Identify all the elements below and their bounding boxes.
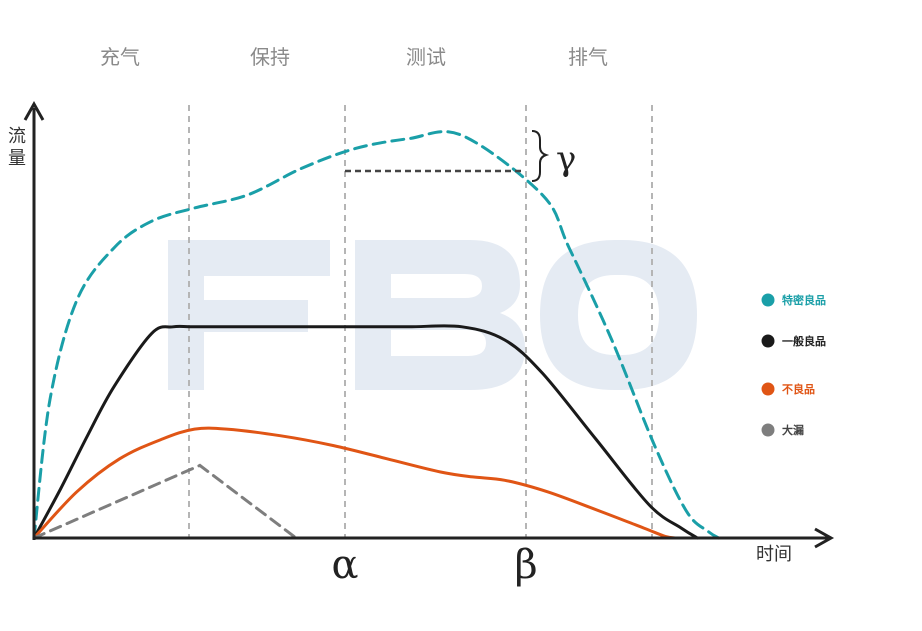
fbo-watermark — [168, 240, 697, 390]
gamma-indicator: γ — [345, 130, 576, 182]
legend-marker-normal-good — [761, 334, 775, 348]
series-line-large-leak — [32, 463, 298, 540]
legend-marker-defective — [761, 382, 775, 396]
legend-label-normal-good: 一般良品 — [782, 334, 826, 348]
phase-label-inflate: 充气 — [100, 45, 140, 69]
beta-marker: β — [514, 542, 537, 588]
legend-label-large-leak: 大漏 — [782, 423, 804, 437]
y-axis-label-char-2: 量 — [8, 148, 26, 169]
series-layer — [32, 130, 721, 540]
series-line-tight-good — [32, 130, 721, 540]
axes — [23, 100, 835, 549]
x-axis-arrow — [814, 527, 835, 549]
y-axis-label: 流 量 — [8, 126, 32, 169]
gamma-label: γ — [556, 139, 576, 179]
series-line-defective — [32, 426, 678, 540]
phase-labels: 充气 保持 测试 排气 — [100, 45, 608, 69]
alpha-marker: α — [331, 542, 358, 588]
phase-label-test: 测试 — [406, 45, 446, 69]
y-axis-label-char-1: 流 — [8, 126, 26, 147]
series-line-normal-good — [32, 324, 699, 540]
legend-label-defective: 不良品 — [782, 382, 815, 396]
phase-label-hold: 保持 — [250, 45, 290, 69]
gamma-brace — [531, 130, 550, 182]
x-axis-label: 时间 — [756, 544, 792, 565]
legend-marker-tight-good — [761, 293, 775, 307]
y-axis-arrow — [23, 100, 45, 121]
legend-marker-large-leak — [761, 423, 775, 437]
phase-label-exhaust: 排气 — [568, 45, 608, 69]
legend-label-tight-good: 特密良品 — [782, 293, 826, 307]
